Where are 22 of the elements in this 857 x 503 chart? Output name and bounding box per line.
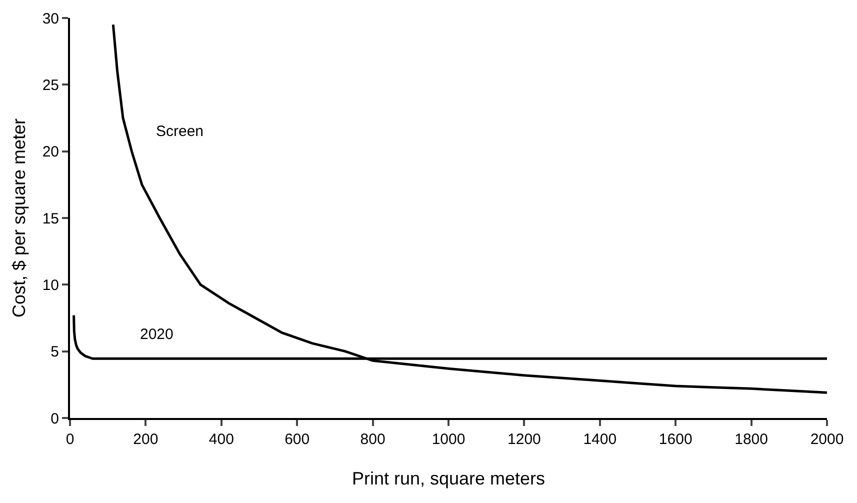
y-tick-label: 25	[42, 76, 59, 94]
y-tick-label: 0	[50, 410, 59, 428]
x-tick-label: 1800	[734, 431, 768, 448]
y-tick-label: 5	[50, 344, 59, 361]
y-tick-label: 10	[42, 276, 59, 294]
y-tick-label: 30	[42, 10, 59, 28]
x-tick-label: 1200	[508, 431, 541, 448]
x-tick-label: 600	[284, 431, 310, 448]
x-tick-label: 1600	[658, 431, 692, 448]
x-tick-label: 200	[133, 431, 158, 448]
y-tick-label: 15	[42, 210, 59, 228]
x-tick-label: 400	[208, 431, 234, 448]
series-label: Screen	[156, 123, 204, 140]
x-tick-label: 2000	[810, 431, 844, 448]
x-tick-label: 1400	[583, 431, 617, 448]
series-label: 2020	[140, 326, 174, 343]
x-tick-label: 0	[66, 431, 74, 448]
y-axis-title: Cost, $ per square meter	[9, 118, 30, 318]
x-tick-label: 800	[360, 431, 386, 448]
y-tick-label: 20	[42, 144, 59, 161]
x-tick-label: 1000	[432, 431, 466, 448]
x-axis-title: Print run, square meters	[352, 468, 546, 489]
